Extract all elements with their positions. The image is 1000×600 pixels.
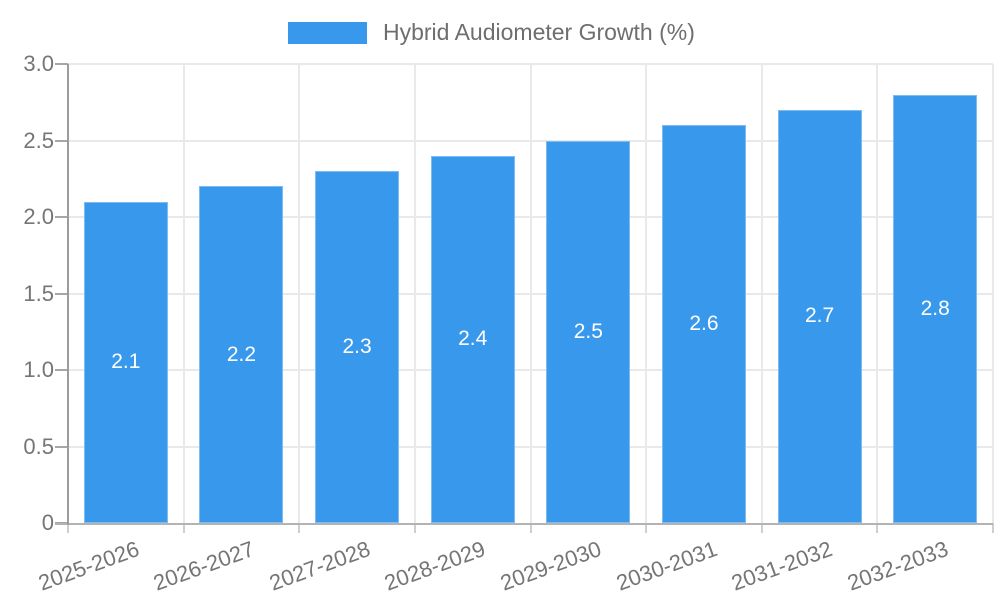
y-axis-tick-label: 3.0 (23, 51, 54, 76)
y-axis-tick-label: 1.5 (23, 280, 54, 306)
y-axis-tick (55, 292, 68, 295)
x-gridline (413, 64, 416, 523)
legend-swatch-icon (288, 21, 367, 44)
y-axis-tick-label: 0.5 (23, 433, 54, 459)
bar-value-label: 2.4 (458, 327, 488, 351)
y-axis-tick (55, 139, 68, 142)
bar[interactable] (777, 109, 862, 523)
x-gridline (760, 64, 763, 523)
y-axis-tick-label: 2.0 (23, 204, 54, 229)
bar[interactable] (430, 155, 515, 523)
x-axis-tick-label: 2030-2031 (612, 536, 721, 596)
x-axis-tick (413, 523, 416, 533)
bar-value-label: 2.3 (342, 335, 372, 359)
x-axis-tick-label: 2025-2026 (34, 536, 143, 596)
bar[interactable] (315, 171, 400, 523)
x-gridline (876, 64, 879, 523)
x-axis-tick (67, 523, 69, 533)
x-axis-tick (992, 523, 994, 533)
x-gridline (645, 64, 648, 523)
x-axis-tick-label: 2028-2029 (381, 536, 489, 596)
bar-value-label: 2.1 (111, 350, 141, 374)
x-axis-tick-label: 2029-2030 (497, 536, 605, 596)
bar-value-label: 2.7 (804, 304, 835, 328)
x-gridline (992, 64, 994, 523)
legend-series-label: Hybrid Audiometer Growth (%) (383, 19, 695, 45)
x-axis-tick (529, 523, 532, 533)
x-axis-tick-label: 2031-2032 (728, 536, 836, 596)
chart-legend[interactable]: Hybrid Audiometer Growth (%) (288, 21, 695, 44)
x-gridline (298, 64, 301, 523)
y-axis-tick (55, 445, 68, 448)
y-axis-tick (55, 216, 68, 218)
y-axis-tick-label: 1.0 (23, 357, 54, 382)
x-axis-tick-label: 2032-2033 (843, 536, 952, 596)
bar[interactable] (893, 94, 978, 523)
bar-value-label: 2.6 (689, 312, 719, 336)
x-axis-tick-label: 2026-2027 (150, 536, 258, 596)
x-axis-tick (182, 523, 185, 533)
x-axis-tick-label: 2027-2028 (265, 536, 374, 596)
x-axis-tick (876, 523, 879, 533)
y-axis-tick (55, 369, 68, 371)
bar[interactable] (83, 201, 168, 523)
x-axis-tick (298, 523, 301, 533)
bar[interactable] (661, 125, 746, 523)
bar-value-label: 2.8 (920, 296, 950, 320)
bar[interactable] (199, 186, 284, 523)
bar[interactable] (546, 140, 631, 523)
x-gridline (529, 64, 532, 523)
x-axis-line (55, 523, 993, 525)
bar-value-label: 2.5 (573, 319, 603, 343)
bar-value-label: 2.2 (226, 342, 257, 366)
x-axis-tick (760, 523, 763, 533)
y-axis-line (67, 64, 69, 525)
y-axis-tick-label: 0 (41, 510, 54, 535)
y-axis-tick (55, 63, 68, 65)
x-gridline (182, 64, 185, 523)
y-axis-tick-label: 2.5 (23, 127, 54, 153)
x-axis-tick (645, 523, 648, 533)
